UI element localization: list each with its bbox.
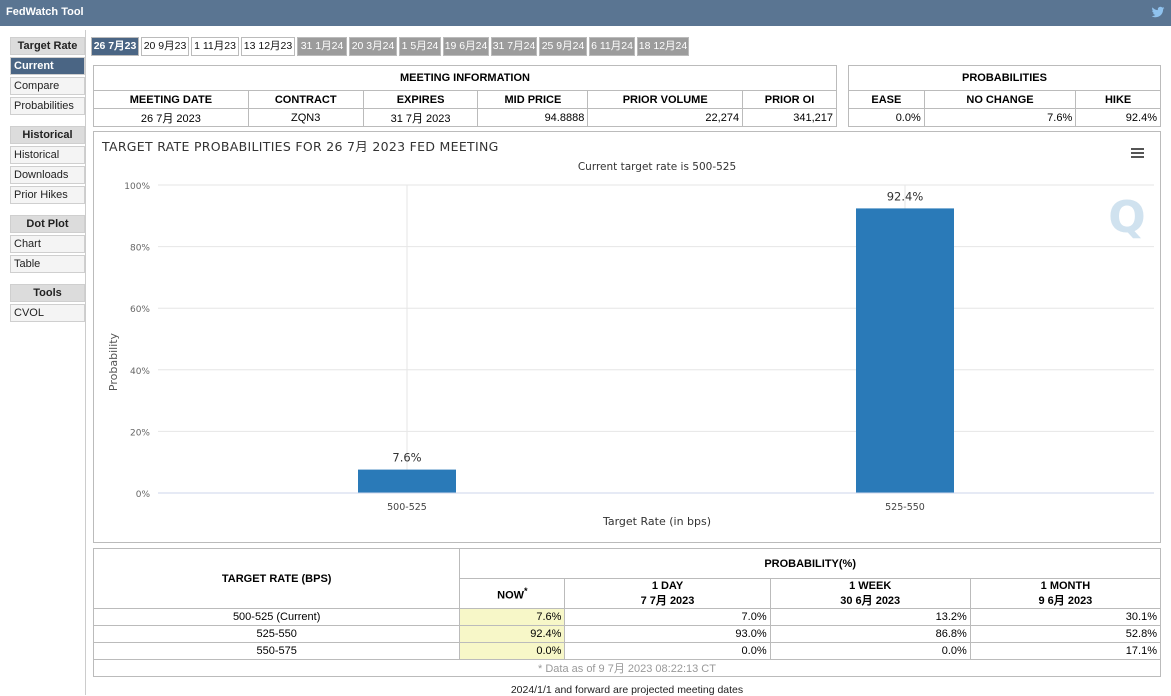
day-cell: 0.0%	[564, 642, 771, 660]
prior-oi: 341,217	[742, 108, 837, 127]
table-row: 525-550 92.4% 93.0% 86.8% 52.8%	[92, 625, 1162, 643]
y-tick-label: 100%	[124, 182, 150, 192]
tab-meeting[interactable]: 26 7月23	[91, 37, 139, 56]
tab-meeting[interactable]: 20 9月23	[141, 37, 189, 56]
probabilities-table: PROBABILITIES EASE NO CHANGE HIKE 0.0% 7…	[848, 65, 1161, 127]
col-header: EXPIRES	[362, 90, 479, 109]
projection-note: 2024/1/1 and forward are projected meeti…	[510, 684, 744, 696]
sidebar-item-chart[interactable]: Chart	[10, 235, 85, 253]
meeting-info-caption: MEETING INFORMATION	[93, 65, 837, 91]
sidebar-header-dot-plot: Dot Plot	[10, 215, 85, 233]
col-header: HIKE	[1075, 90, 1161, 109]
meeting-information-table: MEETING INFORMATION MEETING DATE CONTRAC…	[93, 65, 837, 127]
col-header: CONTRACT	[247, 90, 364, 109]
probability-group-header: PROBABILITY(%)	[459, 548, 1161, 579]
tab-meeting[interactable]: 1 11月23	[191, 37, 239, 56]
x-axis-label: Target Rate (in bps)	[602, 515, 711, 528]
tab-meeting[interactable]: 31 1月24	[297, 37, 347, 56]
now-cell: 7.6%	[459, 608, 566, 626]
bar-500-525[interactable]	[358, 469, 456, 493]
week-cell: 13.2%	[769, 608, 971, 626]
tab-meeting[interactable]: 18 12月24	[637, 37, 689, 56]
sidebar-item-prior-hikes[interactable]: Prior Hikes	[10, 186, 85, 204]
app-header-bar: FedWatch Tool	[0, 0, 1171, 26]
col-header: MEETING DATE	[93, 90, 249, 109]
x-tick-label: 525-550	[885, 502, 925, 513]
bar-525-550[interactable]	[856, 208, 954, 493]
hike-value: 92.4%	[1075, 108, 1161, 127]
col-header: EASE	[848, 90, 925, 109]
y-axis-label: Probability	[107, 332, 120, 391]
month-cell: 30.1%	[969, 608, 1162, 626]
day-cell: 7.0%	[564, 608, 771, 626]
tab-meeting[interactable]: 25 9月24	[539, 37, 587, 56]
chart-svg: TARGET RATE PROBABILITIES FOR 26 7月 2023…	[101, 139, 1154, 528]
probability-chart: TARGET RATE PROBABILITIES FOR 26 7月 2023…	[93, 131, 1161, 543]
probabilities-caption: PROBABILITIES	[848, 65, 1161, 91]
target-rate-header: TARGET RATE (BPS)	[92, 548, 461, 609]
y-tick-label: 80%	[130, 244, 150, 254]
rate-cell: 550-575	[92, 642, 461, 660]
svg-text:Q: Q	[1108, 192, 1145, 243]
sidebar-header-target-rate: Target Rate	[10, 37, 85, 55]
y-tick-label: 0%	[136, 490, 151, 500]
data-as-of-footnote: * Data as of 9 7月 2023 08:22:13 CT	[93, 659, 1161, 677]
day-cell: 93.0%	[564, 625, 771, 643]
col-header: PRIOR OI	[742, 90, 837, 109]
tab-meeting[interactable]: 6 11月24	[589, 37, 635, 56]
contract: ZQN3	[247, 108, 364, 127]
one-week-header: 1 WEEK 30 6月 2023	[769, 578, 971, 609]
table-row: 500-525 (Current) 7.6% 7.0% 13.2% 30.1%	[92, 608, 1162, 626]
sidebar-item-downloads[interactable]: Downloads	[10, 166, 85, 184]
ease-value: 0.0%	[848, 108, 925, 127]
data-label: 92.4%	[887, 189, 924, 203]
tab-meeting[interactable]: 1 5月24	[399, 37, 441, 56]
tab-meeting[interactable]: 19 6月24	[443, 37, 489, 56]
month-cell: 52.8%	[969, 625, 1162, 643]
sidebar-item-historical[interactable]: Historical	[10, 146, 85, 164]
y-tick-label: 60%	[130, 305, 150, 315]
sidebar-item-current[interactable]: Current	[10, 57, 85, 75]
meeting-date: 26 7月 2023	[93, 108, 249, 127]
prior-volume: 22,274	[587, 108, 744, 127]
tab-meeting[interactable]: 31 7月24	[491, 37, 537, 56]
rate-cell: 500-525 (Current)	[92, 608, 461, 626]
col-header: NO CHANGE	[923, 90, 1077, 109]
sidebar-item-cvol[interactable]: CVOL	[10, 304, 85, 322]
mid-price: 94.8888	[477, 108, 589, 127]
chart-title: TARGET RATE PROBABILITIES FOR 26 7月 2023…	[101, 139, 499, 154]
q-logo-icon: Q	[1108, 192, 1145, 243]
hamburger-menu-icon[interactable]	[1131, 148, 1144, 158]
now-header: NOW*	[459, 578, 566, 609]
y-tick-label: 20%	[130, 428, 150, 438]
col-header: PRIOR VOLUME	[587, 90, 744, 109]
week-cell: 86.8%	[769, 625, 971, 643]
tab-meeting[interactable]: 13 12月23	[241, 37, 295, 56]
sidebar-item-compare[interactable]: Compare	[10, 77, 85, 95]
rate-cell: 525-550	[92, 625, 461, 643]
sidebar-item-table[interactable]: Table	[10, 255, 85, 273]
month-cell: 17.1%	[969, 642, 1162, 660]
probability-history-table: TARGET RATE (BPS) PROBABILITY(%) NOW* 1 …	[92, 548, 1162, 677]
one-day-header: 1 DAY 7 7月 2023	[564, 578, 771, 609]
now-cell: 92.4%	[459, 625, 566, 643]
one-month-header: 1 MONTH 9 6月 2023	[969, 578, 1162, 609]
sidebar-item-probabilities[interactable]: Probabilities	[10, 97, 85, 115]
now-cell: 0.0%	[459, 642, 566, 660]
week-cell: 0.0%	[769, 642, 971, 660]
col-header: MID PRICE	[477, 90, 589, 109]
app-title: FedWatch Tool	[6, 6, 84, 18]
tab-meeting[interactable]: 20 3月24	[349, 37, 397, 56]
sidebar-header-tools: Tools	[10, 284, 85, 302]
expires: 31 7月 2023	[362, 108, 479, 127]
y-tick-label: 40%	[130, 367, 150, 377]
no-change-value: 7.6%	[923, 108, 1077, 127]
sidebar-header-historical: Historical	[10, 126, 85, 144]
table-row: 550-575 0.0% 0.0% 0.0% 17.1%	[92, 642, 1162, 660]
x-tick-label: 500-525	[387, 502, 427, 513]
data-label: 7.6%	[392, 451, 421, 465]
chart-subtitle: Current target rate is 500-525	[578, 161, 736, 173]
sidebar: Target Rate Current Compare Probabilitie…	[10, 37, 85, 324]
twitter-icon[interactable]	[1151, 5, 1165, 19]
